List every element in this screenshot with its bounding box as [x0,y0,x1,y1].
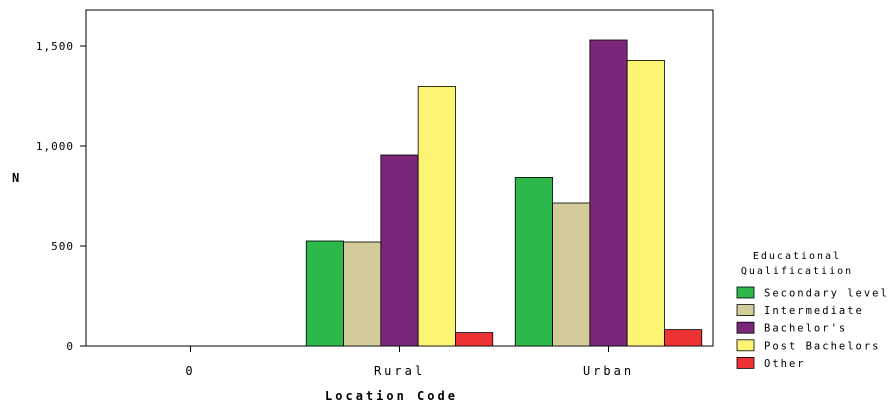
bar [514,176,553,347]
y-tick-label: 500 [51,240,74,253]
legend-swatch [736,321,755,334]
legend-item: Intermediate [736,304,864,317]
legend-swatch [736,356,755,369]
legend-label: Other [764,358,806,370]
x-tick-label: Urban [583,364,634,378]
legend-label: Intermediate [764,305,864,317]
bar [626,60,665,347]
x-axis-title: Location Code [325,389,458,403]
legend-label: Post Bachelors [764,340,881,352]
legend-item: Post Bachelors [736,339,881,352]
bar [455,332,494,347]
axes: 0 500 1,000 1,500 0 Rural Urban [36,40,634,378]
bar [552,202,591,347]
y-axis-title: N [12,171,22,185]
legend-label: Secondary level [764,288,889,300]
x-tick-label: Rural [374,364,425,378]
y-tick-label: 1,500 [36,40,74,53]
legend-item: Bachelor's [736,321,847,335]
legend: Educational Qualificatiion Secondary level… [736,251,889,370]
bar [589,39,628,347]
legend-swatch [736,339,755,352]
bar [664,329,703,347]
legend-item: Secondary level [736,286,889,300]
bar [343,241,382,347]
y-tick-label: 1,000 [36,140,74,153]
legend-title: Qualificatiion [741,266,853,277]
bar [380,154,419,347]
plot-area [85,9,714,347]
legend-label: Bachelor's [764,323,847,335]
bar [305,240,344,347]
legend-swatch [736,304,755,317]
legend-item: Other [736,356,806,370]
bar [417,86,456,347]
x-tick-label: 0 [185,364,195,378]
legend-title: Educational [753,251,841,262]
y-tick-label: 0 [66,340,74,353]
legend-swatch [736,286,755,299]
